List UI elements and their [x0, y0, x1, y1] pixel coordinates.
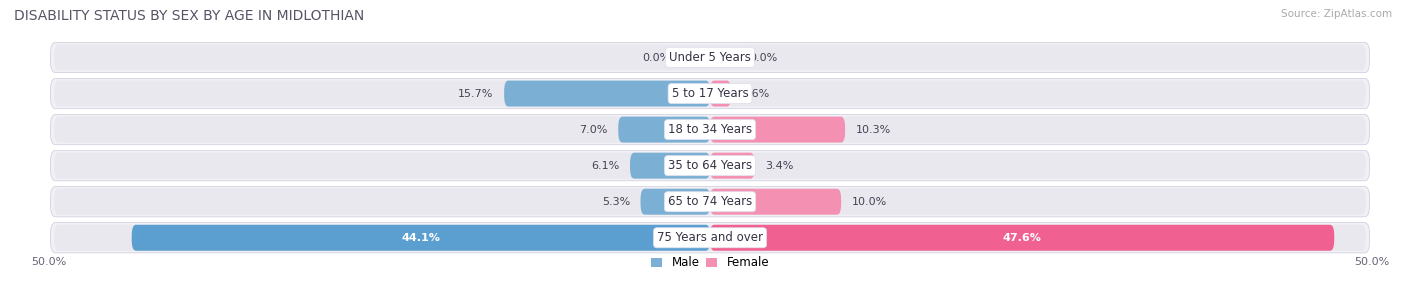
- Text: 0.0%: 0.0%: [749, 52, 778, 63]
- Text: 0.0%: 0.0%: [643, 52, 671, 63]
- FancyBboxPatch shape: [55, 81, 1365, 106]
- FancyBboxPatch shape: [51, 78, 1369, 109]
- Text: 10.3%: 10.3%: [856, 125, 891, 135]
- FancyBboxPatch shape: [505, 81, 710, 106]
- Text: 44.1%: 44.1%: [402, 233, 440, 243]
- FancyBboxPatch shape: [710, 153, 755, 179]
- Text: 47.6%: 47.6%: [1002, 233, 1042, 243]
- FancyBboxPatch shape: [619, 117, 710, 142]
- Text: 7.0%: 7.0%: [579, 125, 607, 135]
- FancyBboxPatch shape: [55, 117, 1365, 142]
- FancyBboxPatch shape: [51, 150, 1369, 181]
- FancyBboxPatch shape: [51, 187, 1369, 217]
- FancyBboxPatch shape: [55, 189, 1365, 215]
- FancyBboxPatch shape: [710, 81, 731, 106]
- FancyBboxPatch shape: [55, 45, 1365, 70]
- Text: 1.6%: 1.6%: [741, 88, 769, 99]
- Text: 75 Years and over: 75 Years and over: [657, 231, 763, 244]
- FancyBboxPatch shape: [55, 153, 1365, 179]
- Text: Source: ZipAtlas.com: Source: ZipAtlas.com: [1281, 9, 1392, 19]
- Text: 3.4%: 3.4%: [765, 161, 793, 171]
- FancyBboxPatch shape: [51, 223, 1369, 253]
- Text: 6.1%: 6.1%: [592, 161, 620, 171]
- Text: DISABILITY STATUS BY SEX BY AGE IN MIDLOTHIAN: DISABILITY STATUS BY SEX BY AGE IN MIDLO…: [14, 9, 364, 23]
- Text: 50.0%: 50.0%: [1354, 257, 1389, 267]
- FancyBboxPatch shape: [51, 114, 1369, 145]
- FancyBboxPatch shape: [51, 42, 1369, 73]
- Text: 50.0%: 50.0%: [31, 257, 66, 267]
- Text: 15.7%: 15.7%: [458, 88, 494, 99]
- FancyBboxPatch shape: [641, 189, 710, 215]
- Text: 18 to 34 Years: 18 to 34 Years: [668, 123, 752, 136]
- FancyBboxPatch shape: [630, 153, 710, 179]
- FancyBboxPatch shape: [55, 225, 1365, 251]
- Text: Under 5 Years: Under 5 Years: [669, 51, 751, 64]
- Text: 5.3%: 5.3%: [602, 197, 630, 207]
- Legend: Male, Female: Male, Female: [645, 252, 775, 274]
- FancyBboxPatch shape: [710, 117, 845, 142]
- Text: 5 to 17 Years: 5 to 17 Years: [672, 87, 748, 100]
- FancyBboxPatch shape: [132, 225, 710, 251]
- Text: 65 to 74 Years: 65 to 74 Years: [668, 195, 752, 208]
- FancyBboxPatch shape: [710, 225, 1334, 251]
- Text: 10.0%: 10.0%: [852, 197, 887, 207]
- FancyBboxPatch shape: [710, 189, 841, 215]
- Text: 35 to 64 Years: 35 to 64 Years: [668, 159, 752, 172]
